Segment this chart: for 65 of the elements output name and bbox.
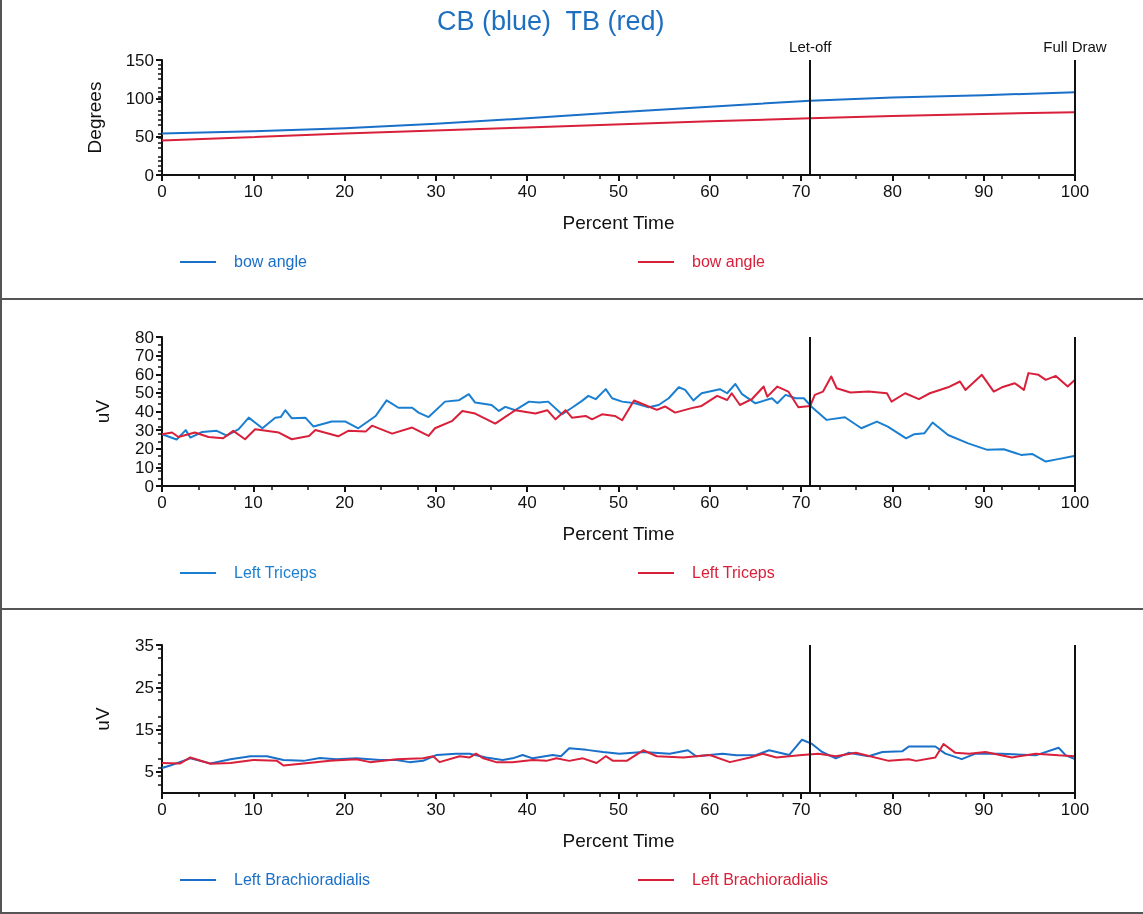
x-axis-title: Percent Time bbox=[562, 523, 675, 544]
x-tick-label: 100 bbox=[1060, 493, 1090, 512]
y-axis-title: uV bbox=[92, 399, 113, 424]
x-tick-label: 80 bbox=[882, 800, 902, 819]
y-tick-label: 15 bbox=[135, 720, 154, 740]
legend-label: Left Triceps bbox=[692, 564, 775, 582]
legend-label: bow angle bbox=[692, 253, 765, 271]
y-tick-label: 80 bbox=[135, 327, 154, 347]
y-tick-label: 30 bbox=[135, 420, 154, 440]
y-tick-label: 50 bbox=[135, 383, 154, 403]
x-tick-label: 30 bbox=[426, 800, 446, 819]
y-tick-label: 35 bbox=[135, 635, 154, 655]
y-tick-label: 10 bbox=[135, 457, 154, 477]
ref-line-label: Let-off bbox=[789, 38, 833, 55]
x-tick-label: 20 bbox=[335, 493, 355, 512]
y-tick-label: 60 bbox=[135, 364, 154, 384]
x-axis-title: Percent Time bbox=[562, 830, 675, 851]
y-axis-title: Degrees bbox=[84, 81, 105, 154]
y-axis-title: uV bbox=[92, 707, 113, 731]
x-tick-label: 20 bbox=[335, 182, 355, 201]
x-tick-label: 20 bbox=[335, 800, 355, 819]
legend-label: bow angle bbox=[234, 253, 307, 271]
ref-line-label: Full Draw bbox=[1043, 38, 1107, 55]
chart-title: CB (blue) TB (red) bbox=[437, 5, 665, 36]
x-tick-label: 50 bbox=[609, 493, 628, 512]
x-tick-label: 40 bbox=[517, 493, 537, 512]
y-tick-label: 20 bbox=[135, 439, 154, 459]
y-tick-label: 0 bbox=[144, 476, 154, 496]
x-tick-label: 0 bbox=[157, 182, 167, 201]
x-tick-label: 90 bbox=[974, 182, 994, 201]
y-tick-label: 0 bbox=[144, 165, 154, 185]
x-axis-title: Percent Time bbox=[562, 212, 675, 233]
x-tick-label: 40 bbox=[517, 182, 537, 201]
x-tick-label: 30 bbox=[426, 182, 446, 201]
x-tick-label: 90 bbox=[974, 800, 994, 819]
x-tick-label: 60 bbox=[700, 182, 720, 201]
x-tick-label: 70 bbox=[791, 800, 811, 819]
y-tick-label: 100 bbox=[125, 88, 154, 108]
x-tick-label: 80 bbox=[882, 182, 902, 201]
x-tick-label: 70 bbox=[791, 493, 811, 512]
x-tick-label: 0 bbox=[157, 800, 167, 819]
x-tick-label: 100 bbox=[1060, 182, 1090, 201]
x-tick-label: 60 bbox=[700, 800, 720, 819]
x-tick-label: 10 bbox=[243, 182, 263, 201]
legend-label: Left Triceps bbox=[234, 564, 317, 582]
y-tick-label: 5 bbox=[144, 762, 154, 782]
legend-label: Left Brachioradialis bbox=[692, 871, 829, 889]
x-tick-label: 70 bbox=[791, 182, 811, 201]
x-tick-label: 10 bbox=[243, 493, 263, 512]
legend-label: Left Brachioradialis bbox=[234, 871, 371, 889]
y-tick-label: 25 bbox=[135, 677, 154, 697]
x-tick-label: 40 bbox=[517, 800, 537, 819]
x-tick-label: 100 bbox=[1060, 800, 1090, 819]
x-tick-label: 10 bbox=[243, 800, 263, 819]
y-tick-label: 70 bbox=[135, 346, 154, 366]
x-tick-label: 30 bbox=[426, 493, 446, 512]
x-tick-label: 80 bbox=[882, 493, 902, 512]
x-tick-label: 0 bbox=[157, 493, 167, 512]
y-tick-label: 150 bbox=[125, 50, 154, 70]
x-tick-label: 50 bbox=[609, 182, 628, 201]
y-tick-label: 40 bbox=[135, 402, 154, 421]
y-tick-label: 50 bbox=[135, 127, 154, 147]
x-tick-label: 60 bbox=[700, 493, 720, 512]
x-tick-label: 50 bbox=[609, 800, 628, 819]
x-tick-label: 90 bbox=[974, 493, 994, 512]
